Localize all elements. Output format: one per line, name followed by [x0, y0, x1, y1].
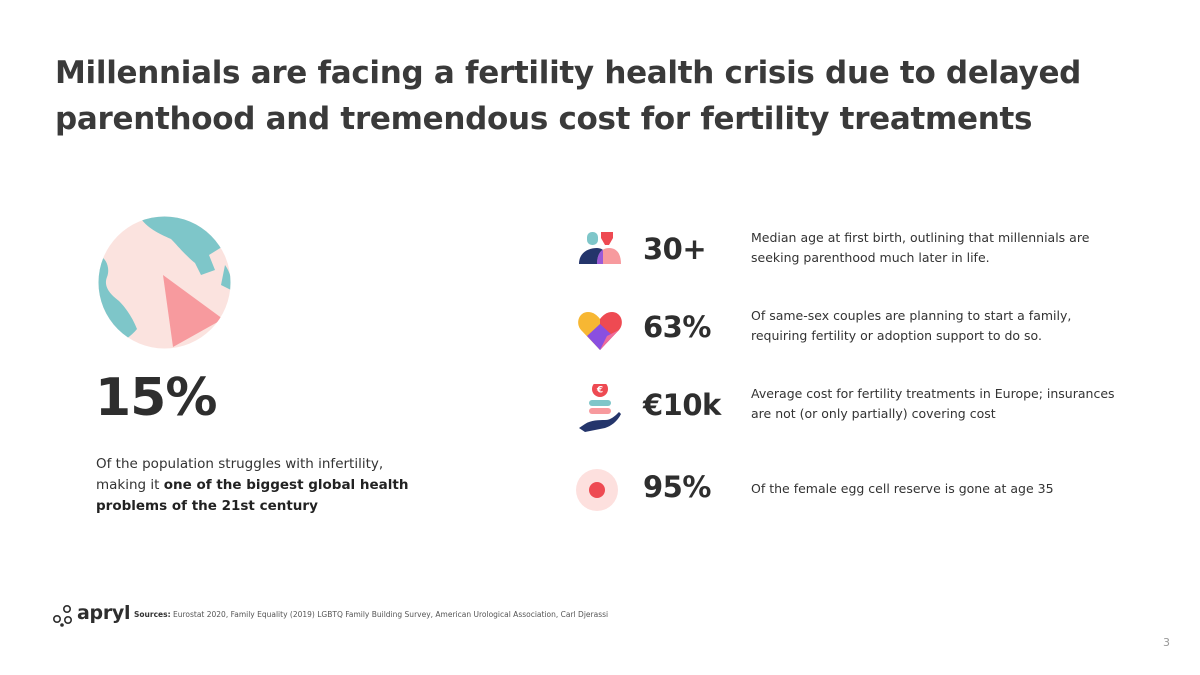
stat-value: 63% — [643, 310, 711, 344]
heart-icon — [578, 312, 622, 350]
stat-row-egg-reserve: 95% Of the female egg cell reserve is go… — [575, 466, 1175, 516]
sources-label: Sources: — [134, 610, 171, 619]
hand-coin-icon: € — [579, 384, 621, 432]
globe-illustration — [98, 216, 231, 349]
stat-description: Average cost for fertility treatments in… — [751, 386, 1115, 421]
stat-row-same-sex: 63% Of same-sex couples are planning to … — [575, 306, 1175, 356]
stat-description: Of same-sex couples are planning to star… — [751, 308, 1072, 343]
page-number: 3 — [1163, 636, 1170, 649]
infertility-stat-value: 15% — [95, 368, 217, 428]
description-text: Of the population struggles with inferti… — [96, 456, 384, 493]
page-title: Millennials are facing a fertility healt… — [55, 55, 1082, 137]
stat-row-median-age: 30+ Median age at first birth, outlining… — [575, 228, 1175, 278]
stat-value: 95% — [643, 470, 711, 504]
infertility-stat-description: Of the population struggles with inferti… — [96, 454, 426, 517]
logo-wordmark: apryl — [77, 602, 131, 624]
stat-value: €10k — [643, 388, 721, 422]
stat-row-treatment-cost: € €10k Average cost for fertility treatm… — [575, 384, 1175, 434]
stat-description: Of the female egg cell reserve is gone a… — [751, 481, 1054, 496]
logo-icon — [52, 604, 73, 627]
sources: Sources: Eurostat 2020, Family Equality … — [134, 610, 608, 619]
egg-cell-icon — [576, 469, 618, 511]
stat-value: 30+ — [643, 232, 707, 266]
footer: apryl Sources: Eurostat 2020, Family Equ… — [52, 602, 852, 630]
svg-text:€: € — [596, 386, 603, 396]
description-emphasis: one of the biggest global health problem… — [96, 477, 409, 514]
stat-description: Median age at first birth, outlining tha… — [751, 230, 1090, 265]
sources-text: Eurostat 2020, Family Equality (2019) LG… — [170, 610, 609, 619]
parents-icon — [579, 232, 621, 264]
